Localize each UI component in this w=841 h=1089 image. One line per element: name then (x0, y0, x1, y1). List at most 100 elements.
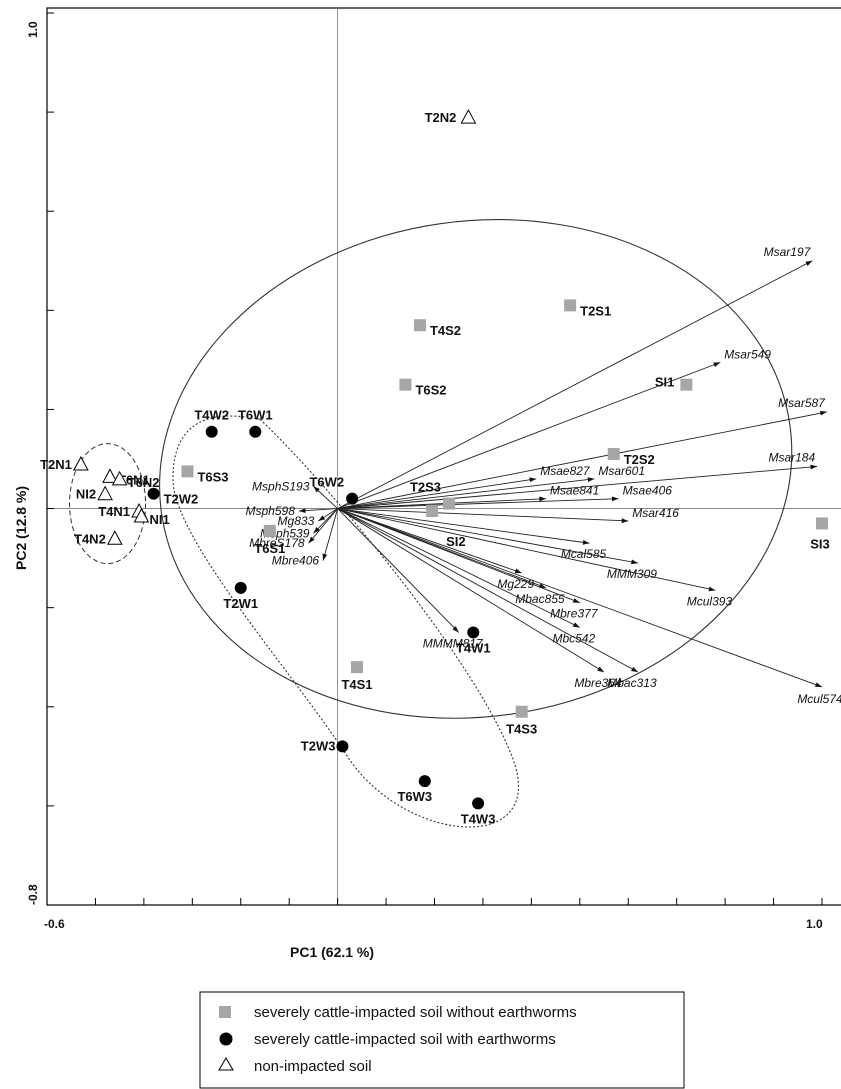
x-tick-left: -0.6 (44, 917, 65, 931)
site-label: T2S3 (410, 480, 441, 495)
site-label: T2W2 (164, 492, 199, 507)
vector-label: Msae827 (540, 464, 591, 478)
site-label: T4S3 (506, 722, 537, 737)
vector-label: Mbre406 (272, 554, 320, 568)
vector-label: Mbre364 (574, 676, 622, 690)
vector-line (337, 508, 580, 604)
site-marker-triangle (97, 485, 113, 501)
vector-arrowhead (631, 666, 638, 673)
vector-line (337, 508, 629, 522)
vector-line (337, 508, 590, 544)
vector-label: Mcal585 (561, 547, 607, 561)
site-label: SI3 (810, 536, 830, 551)
site-label: SI1 (655, 375, 675, 390)
site-markers: T2N2T2N1T6N1T6N2NI2T4N1NI1T4N2T2S1T4S2T6… (40, 109, 830, 826)
vector-label: Mbc542 (552, 631, 595, 645)
x-axis-title: PC1 (62.1 %) (290, 944, 374, 960)
site-label: NI2 (76, 487, 96, 502)
site-marker-triangle (133, 507, 150, 523)
site-marker-square (351, 661, 363, 674)
site-marker-circle (234, 581, 247, 594)
vector-line (337, 478, 595, 510)
site-marker-square (399, 378, 412, 391)
vector-line (337, 508, 581, 628)
vector-line (337, 260, 813, 509)
vector-label: Msae406 (623, 484, 673, 498)
vector-label: Msae841 (550, 484, 599, 498)
vector-arrowhead (572, 622, 580, 628)
vector-arrowhead (708, 586, 716, 592)
vector-line (337, 508, 639, 564)
vector-label: Mcul393 (687, 594, 733, 608)
vector-label: Msar601 (598, 464, 645, 478)
site-label: T2S2 (624, 452, 655, 467)
x-tick-right: 1.0 (806, 917, 823, 931)
site-label: T6S1 (254, 541, 285, 556)
vector-arrowhead (514, 568, 522, 574)
site-marker-circle (418, 775, 431, 788)
ellipse-without-earthworms (159, 219, 793, 719)
legend-label-triangle: non-impacted soil (254, 1058, 372, 1075)
vector-label: MMMM817 (423, 636, 484, 650)
vector-arrowhead (538, 583, 546, 588)
site-marker-circle (205, 425, 218, 438)
vector-label: MMM309 (607, 567, 657, 581)
vector-arrowhead (597, 666, 605, 673)
plot-frame (46, 7, 841, 906)
site-label: T2S1 (580, 303, 611, 318)
vector-arrowhead (621, 518, 629, 524)
site-marker-square (607, 448, 620, 461)
vector-arrowhead (810, 464, 818, 470)
legend-circle-marker (219, 1032, 233, 1046)
vector-arrowhead (452, 626, 459, 633)
vector-line (337, 508, 823, 688)
site-marker-circle (472, 797, 485, 810)
vector-arrowhead (529, 477, 537, 483)
y-axis-title: PC2 (12.8 %) (13, 486, 29, 570)
legend-square-marker (219, 1006, 231, 1018)
vector-line (337, 478, 537, 510)
legend: severely cattle-impacted soil without ea… (199, 991, 685, 1089)
site-marker-circle (346, 492, 359, 505)
vector-label: MbreS178 (249, 536, 305, 550)
vector-line (308, 508, 338, 544)
vector-line (337, 508, 605, 673)
site-label: T4W2 (194, 408, 229, 423)
vector-label: Mcul574 (797, 692, 841, 706)
vector-arrowhead (587, 477, 595, 482)
vector-label: Msar416 (632, 506, 679, 520)
site-marker-square (181, 465, 194, 478)
vector-line (337, 411, 827, 509)
y-tick-bottom: -0.8 (26, 884, 40, 905)
site-label: T4N2 (74, 531, 106, 546)
site-marker-circle (147, 487, 160, 500)
vector-arrowhead (611, 496, 619, 502)
site-marker-square (263, 524, 276, 537)
site-marker-triangle (106, 530, 123, 545)
vector-arrowhead (539, 496, 546, 502)
group-ellipses (69, 219, 793, 828)
legend-box (199, 991, 685, 1089)
vector-arrowhead (805, 260, 813, 266)
vector-line (337, 508, 460, 633)
vector-arrowhead (631, 559, 638, 565)
site-label: T2N1 (40, 457, 72, 472)
site-label: NI1 (149, 512, 169, 527)
vector-line (337, 508, 522, 574)
site-marker-square (426, 505, 439, 518)
site-label: T4N1 (98, 504, 130, 519)
vector-line (337, 508, 716, 591)
site-label: T6W2 (309, 475, 344, 490)
site-marker-triangle (73, 455, 89, 471)
vector-label: Mg833 (278, 514, 315, 528)
vector-arrowhead (308, 536, 315, 544)
site-marker-square (515, 705, 528, 718)
vector-arrowhead (313, 486, 320, 493)
vector-label: Mg229 (497, 577, 534, 591)
site-marker-square (564, 299, 577, 312)
site-marker-triangle (102, 468, 118, 483)
vector-label: Msar197 (764, 245, 812, 259)
site-marker-circle (467, 626, 480, 639)
site-label: T4S1 (341, 677, 372, 692)
